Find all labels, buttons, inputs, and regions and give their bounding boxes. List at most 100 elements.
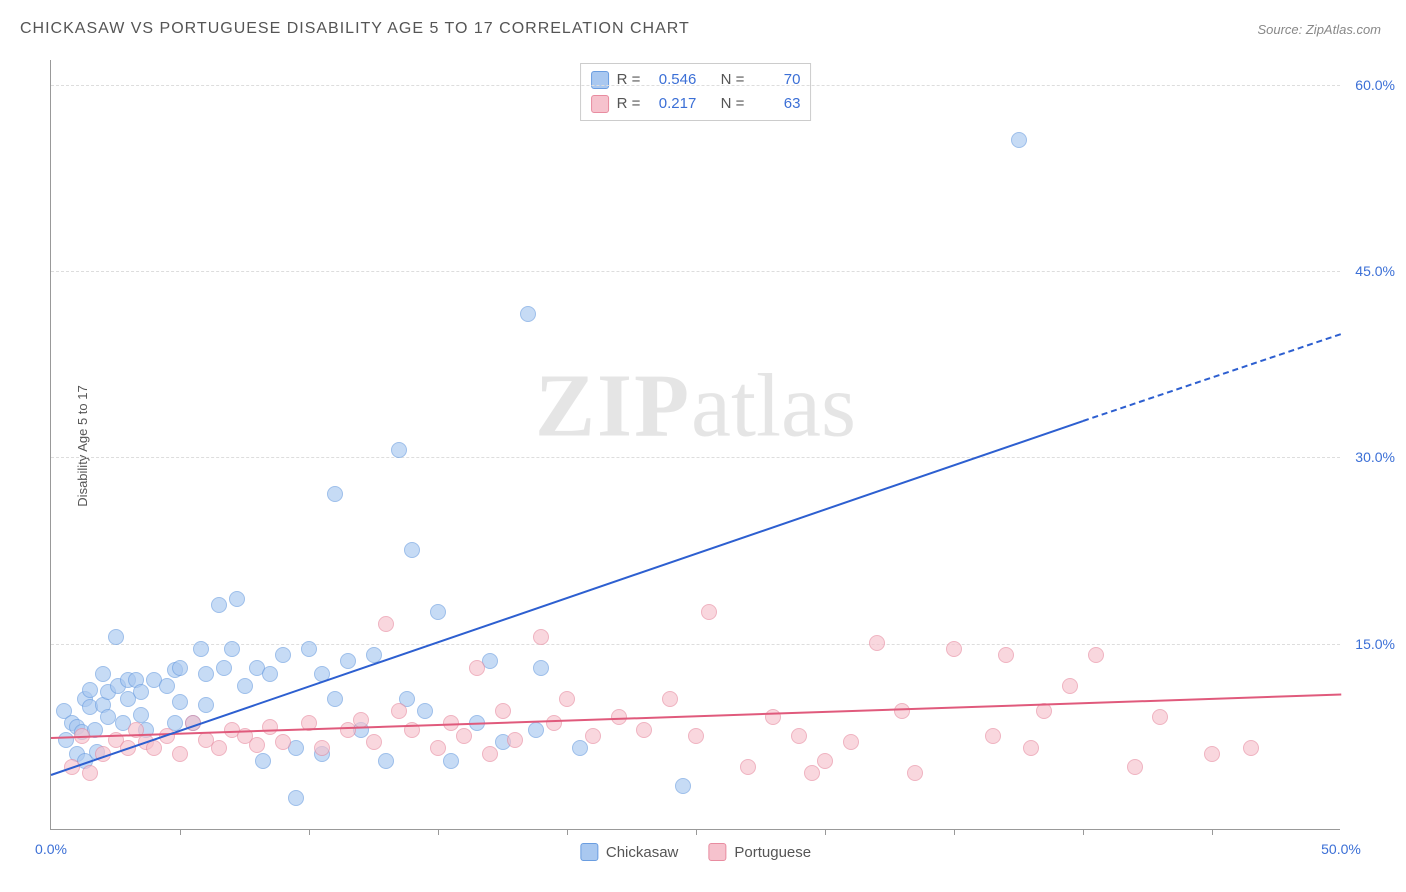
legend-label-a: Chickasaw <box>606 844 679 861</box>
data-point-chickasaw <box>417 703 433 719</box>
data-point-portuguese <box>172 746 188 762</box>
watermark-zip: ZIP <box>535 357 691 456</box>
data-point-portuguese <box>1088 647 1104 663</box>
n-value-b: 63 <box>752 92 800 116</box>
data-point-chickasaw <box>198 697 214 713</box>
data-point-chickasaw <box>275 647 291 663</box>
x-tick <box>180 829 181 835</box>
data-point-chickasaw <box>404 542 420 558</box>
data-point-portuguese <box>701 604 717 620</box>
x-tick-label: 50.0% <box>1321 841 1361 857</box>
correlation-stats-box: R = 0.546 N = 70 R = 0.217 N = 63 <box>580 63 812 121</box>
y-tick-label: 60.0% <box>1355 77 1395 93</box>
data-point-portuguese <box>1062 678 1078 694</box>
y-tick-label: 30.0% <box>1355 449 1395 465</box>
gridline <box>51 457 1340 458</box>
data-point-chickasaw <box>82 682 98 698</box>
data-point-chickasaw <box>237 678 253 694</box>
data-point-portuguese <box>804 765 820 781</box>
data-point-portuguese <box>998 647 1014 663</box>
data-point-portuguese <box>378 616 394 632</box>
data-point-portuguese <box>636 722 652 738</box>
data-point-portuguese <box>740 759 756 775</box>
data-point-portuguese <box>366 734 382 750</box>
data-point-chickasaw <box>133 684 149 700</box>
data-point-chickasaw <box>255 753 271 769</box>
data-point-chickasaw <box>1011 132 1027 148</box>
legend-swatch-b <box>708 843 726 861</box>
data-point-portuguese <box>82 765 98 781</box>
legend: Chickasaw Portuguese <box>580 843 811 861</box>
data-point-portuguese <box>559 691 575 707</box>
data-point-portuguese <box>495 703 511 719</box>
data-point-portuguese <box>430 740 446 756</box>
swatch-series-b <box>591 95 609 113</box>
data-point-chickasaw <box>133 707 149 723</box>
data-point-portuguese <box>907 765 923 781</box>
trendline-chickasaw-projected <box>1083 333 1342 422</box>
data-point-portuguese <box>533 629 549 645</box>
data-point-portuguese <box>391 703 407 719</box>
data-point-chickasaw <box>533 660 549 676</box>
data-point-portuguese <box>946 641 962 657</box>
data-point-portuguese <box>791 728 807 744</box>
data-point-portuguese <box>353 712 369 728</box>
x-tick <box>825 829 826 835</box>
data-point-chickasaw <box>327 486 343 502</box>
data-point-chickasaw <box>172 660 188 676</box>
x-tick <box>309 829 310 835</box>
data-point-chickasaw <box>216 660 232 676</box>
data-point-portuguese <box>1243 740 1259 756</box>
data-point-chickasaw <box>198 666 214 682</box>
data-point-portuguese <box>688 728 704 744</box>
y-tick-label: 15.0% <box>1355 636 1395 652</box>
data-point-portuguese <box>1152 709 1168 725</box>
data-point-portuguese <box>469 660 485 676</box>
n-label: N = <box>721 92 745 116</box>
data-point-portuguese <box>869 635 885 651</box>
r-value-a: 0.546 <box>648 68 696 92</box>
stats-row-series-b: R = 0.217 N = 63 <box>591 92 801 116</box>
data-point-chickasaw <box>340 653 356 669</box>
data-point-portuguese <box>585 728 601 744</box>
data-point-portuguese <box>211 740 227 756</box>
gridline <box>51 271 1340 272</box>
data-point-chickasaw <box>301 641 317 657</box>
data-point-portuguese <box>894 703 910 719</box>
r-label: R = <box>617 68 641 92</box>
data-point-chickasaw <box>100 709 116 725</box>
data-point-chickasaw <box>520 306 536 322</box>
data-point-portuguese <box>262 719 278 735</box>
data-point-portuguese <box>249 737 265 753</box>
data-point-portuguese <box>1023 740 1039 756</box>
data-point-portuguese <box>546 715 562 731</box>
watermark-atlas: atlas <box>691 357 856 456</box>
data-point-portuguese <box>662 691 678 707</box>
data-point-chickasaw <box>159 678 175 694</box>
data-point-portuguese <box>146 740 162 756</box>
data-point-chickasaw <box>430 604 446 620</box>
trendline-chickasaw <box>51 420 1084 776</box>
y-tick-label: 45.0% <box>1355 263 1395 279</box>
swatch-series-a <box>591 71 609 89</box>
data-point-portuguese <box>1127 759 1143 775</box>
data-point-chickasaw <box>327 691 343 707</box>
data-point-chickasaw <box>95 666 111 682</box>
x-tick <box>1212 829 1213 835</box>
data-point-portuguese <box>507 732 523 748</box>
data-point-portuguese <box>482 746 498 762</box>
x-tick <box>438 829 439 835</box>
n-label: N = <box>721 68 745 92</box>
legend-label-b: Portuguese <box>734 844 811 861</box>
data-point-portuguese <box>985 728 1001 744</box>
data-point-portuguese <box>314 740 330 756</box>
x-tick-label: 0.0% <box>35 841 67 857</box>
data-point-chickasaw <box>108 629 124 645</box>
gridline <box>51 644 1340 645</box>
x-tick <box>696 829 697 835</box>
n-value-a: 70 <box>752 68 800 92</box>
data-point-portuguese <box>817 753 833 769</box>
data-point-chickasaw <box>262 666 278 682</box>
data-point-chickasaw <box>391 442 407 458</box>
data-point-chickasaw <box>378 753 394 769</box>
